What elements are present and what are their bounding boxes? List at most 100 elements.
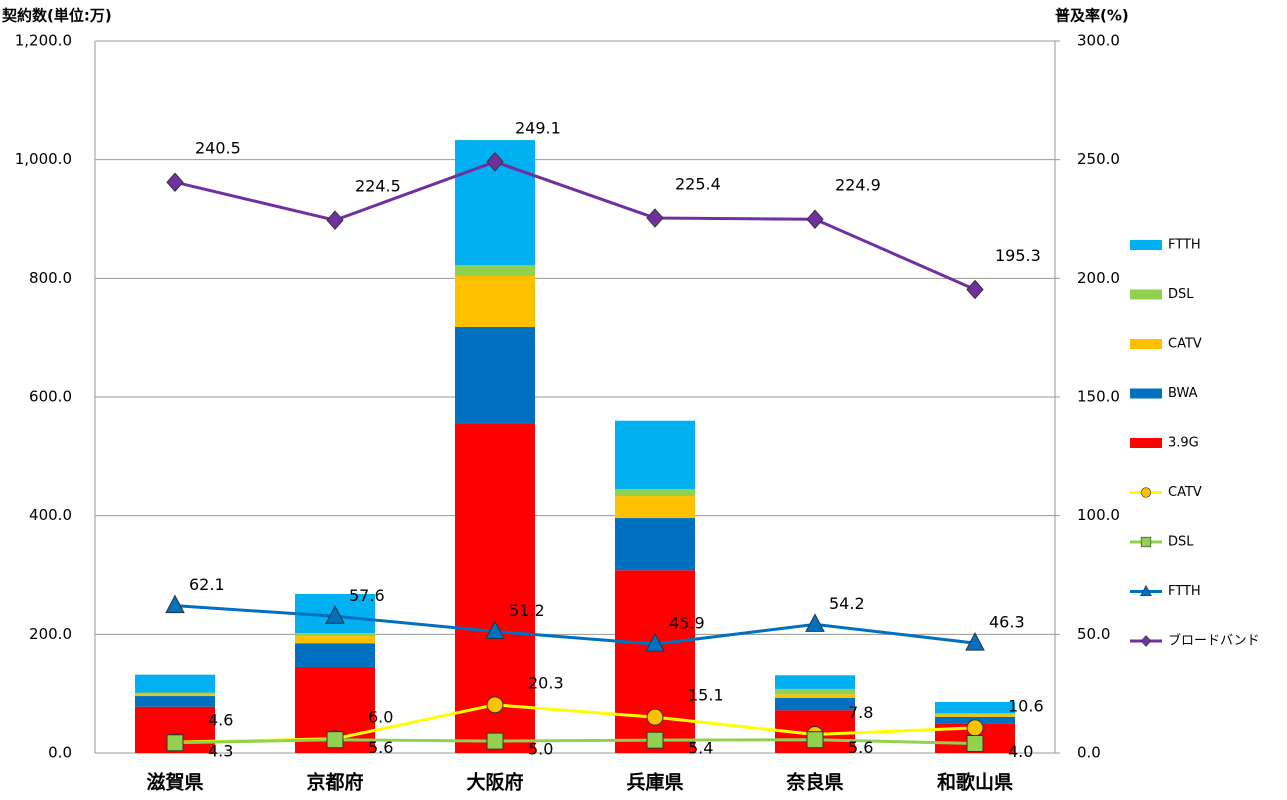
data-label: 20.3 [528, 673, 564, 692]
marker [486, 696, 504, 714]
marker [966, 719, 984, 737]
x-tick-label: 兵庫県 [626, 771, 683, 794]
line [174, 160, 976, 291]
x-tick-label: 奈良県 [785, 771, 843, 794]
bar-segment [615, 496, 695, 519]
x-tick-label: 和歌山県 [937, 771, 1013, 794]
bar-segment [775, 697, 855, 711]
line [174, 738, 976, 746]
legend-marker [1140, 536, 1152, 548]
y-axis-title: 契約数(単位:万) [1, 7, 112, 25]
marker [646, 708, 664, 726]
bar-segment [935, 701, 1015, 714]
data-label: 6.0 [368, 707, 393, 726]
data-label: 5.4 [688, 739, 713, 758]
legend-label: FTTH [1168, 584, 1201, 599]
data-label: 51.2 [509, 601, 545, 620]
data-label: 249.1 [515, 118, 561, 137]
bar-segment [615, 420, 695, 489]
bar-segment [135, 696, 215, 707]
data-label: 5.6 [368, 738, 393, 757]
legend-marker [1140, 584, 1152, 596]
bar-segment [295, 636, 375, 644]
bar-segment [455, 265, 535, 276]
bar-segment [455, 326, 535, 424]
legend-swatch [1130, 438, 1162, 448]
legend-marker [1140, 635, 1152, 647]
line [174, 604, 976, 646]
data-label: 4.3 [208, 741, 233, 760]
legend-marker [1140, 487, 1152, 498]
marker [486, 152, 504, 172]
marker [165, 594, 185, 614]
bar-segment [135, 692, 215, 695]
bar-segment [295, 643, 375, 667]
y-tick-label: 1,200.0 [15, 32, 72, 50]
legend-label: 3.9G [1168, 436, 1199, 451]
data-label: 54.2 [829, 594, 865, 613]
legend-label: FTTH [1168, 238, 1201, 253]
bar-segment [935, 713, 1015, 715]
x-tick-label: 大阪府 [466, 771, 523, 794]
legend-swatch [1130, 289, 1162, 300]
data-label: 224.9 [835, 176, 881, 195]
marker [326, 731, 344, 749]
marker [806, 731, 824, 749]
marker [646, 208, 664, 228]
data-label: 5.0 [528, 740, 553, 759]
data-label: 15.1 [688, 686, 724, 705]
data-label: 62.1 [189, 575, 225, 594]
data-label: 240.5 [195, 139, 241, 158]
data-label: 224.5 [355, 177, 401, 196]
marker [485, 620, 505, 639]
bar-segment [615, 518, 695, 571]
y2-tick-label: 50.0 [1077, 625, 1110, 643]
marker [166, 172, 184, 192]
bar-segment [135, 674, 215, 693]
y-tick-label: 400.0 [29, 506, 72, 524]
x-tick-label: 滋賀県 [146, 771, 203, 794]
y2-tick-label: 100.0 [1077, 506, 1120, 524]
y2-tick-label: 150.0 [1077, 388, 1120, 406]
y2-tick-label: 0.0 [1077, 744, 1101, 762]
marker [486, 732, 504, 750]
legend-label: DSL [1168, 535, 1194, 550]
marker [646, 731, 664, 749]
bar-segment [615, 488, 695, 497]
data-label: 4.0 [1008, 742, 1033, 761]
bar-segment [455, 275, 535, 327]
marker [645, 632, 665, 652]
data-label: 46.3 [989, 613, 1025, 632]
y-tick-label: 0.0 [48, 744, 72, 762]
bar-segment [295, 633, 375, 637]
y2-tick-label: 300.0 [1077, 32, 1120, 50]
y2-tick-label: 250.0 [1077, 150, 1120, 168]
legend-swatch [1130, 240, 1162, 250]
y2-tick-label: 200.0 [1077, 269, 1120, 287]
y-tick-label: 800.0 [29, 269, 72, 287]
bar-segment [135, 694, 215, 697]
marker [326, 210, 344, 230]
y-tick-label: 600.0 [29, 388, 72, 406]
bar-segment [775, 694, 855, 698]
legend-label: CATV [1168, 485, 1202, 500]
marker [965, 632, 985, 651]
marker [325, 605, 345, 624]
data-label: 225.4 [675, 175, 721, 194]
data-label: 45.9 [669, 614, 705, 633]
data-label: 5.6 [848, 738, 873, 757]
bar-segment [935, 714, 1015, 717]
data-label: 195.3 [995, 246, 1041, 265]
x-tick-label: 京都府 [306, 771, 363, 794]
y-tick-label: 200.0 [29, 625, 72, 643]
data-label: 4.6 [208, 711, 233, 730]
marker [166, 734, 184, 752]
legend-swatch [1130, 388, 1162, 399]
legend-label: CATV [1168, 337, 1202, 352]
bar-segment [775, 688, 855, 695]
y-tick-label: 1,000.0 [15, 150, 72, 168]
data-label: 57.6 [349, 586, 385, 605]
legend-label: ブロードバンド [1168, 633, 1260, 649]
marker [805, 613, 825, 632]
